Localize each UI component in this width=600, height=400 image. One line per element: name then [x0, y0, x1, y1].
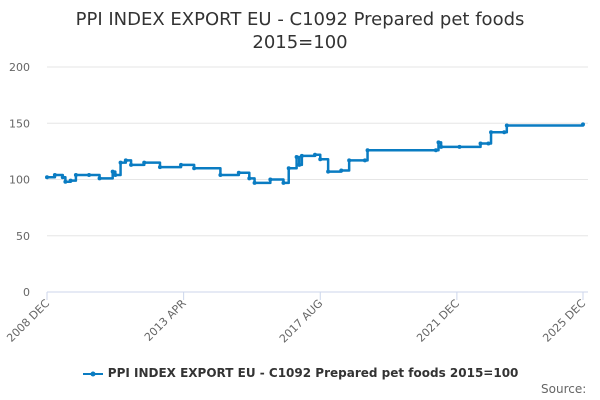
data-point: [142, 160, 147, 165]
data-point: [281, 180, 286, 185]
data-point: [268, 177, 273, 182]
chart-subtitle: 2015=100: [252, 32, 348, 53]
data-point: [433, 148, 438, 153]
chart-title-main: PPI INDEX EXPORT EU - C1092 Prepared pet…: [75, 9, 525, 30]
data-point: [252, 180, 257, 185]
x-tick-label: 2021 DEC: [414, 297, 462, 345]
data-point: [339, 168, 344, 173]
chart-title: PPI INDEX EXPORT EU - C1092 Prepared pet…: [0, 8, 600, 54]
x-tick-label: 2017 AUG: [277, 297, 326, 346]
y-tick-label: 100: [9, 174, 30, 187]
y-tick-label: 150: [9, 117, 30, 130]
data-point: [118, 160, 123, 165]
data-point: [299, 153, 304, 158]
legend-marker-icon: [82, 371, 103, 376]
data-point: [294, 155, 299, 159]
y-tick-label: 200: [9, 61, 30, 74]
data-point: [457, 144, 462, 149]
data-point: [504, 123, 509, 128]
data-point: [129, 162, 134, 167]
data-point: [192, 166, 197, 171]
data-point: [326, 169, 331, 174]
data-point: [63, 179, 68, 184]
data-point: [297, 162, 302, 167]
data-point: [123, 158, 128, 163]
data-point: [581, 122, 585, 127]
data-point: [52, 173, 57, 177]
data-point: [247, 176, 252, 181]
x-tick-label: 2008 DEC: [4, 297, 52, 345]
legend-label: PPI INDEX EXPORT EU - C1092 Prepared pet…: [107, 366, 519, 380]
legend[interactable]: PPI INDEX EXPORT EU - C1092 Prepared pet…: [0, 366, 600, 380]
data-point: [157, 165, 162, 170]
y-tick-label: 50: [16, 230, 30, 243]
data-point: [286, 166, 291, 171]
data-point: [68, 178, 73, 183]
data-point: [87, 173, 92, 177]
source-label: Source:: [541, 382, 587, 396]
data-point: [362, 158, 367, 163]
data-point: [113, 173, 118, 177]
data-point: [73, 173, 78, 177]
data-point: [436, 140, 441, 145]
data-point: [218, 173, 223, 177]
data-point: [110, 169, 115, 174]
data-point: [45, 175, 49, 180]
y-tick-label: 0: [23, 286, 30, 299]
data-point: [489, 130, 494, 135]
data-point: [347, 158, 352, 163]
series-line: [47, 124, 585, 185]
data-point: [313, 152, 317, 157]
data-point: [478, 141, 483, 146]
data-point: [60, 175, 65, 180]
data-point: [502, 130, 507, 135]
x-tick-label: 2013 APR: [142, 297, 189, 344]
data-point: [439, 144, 444, 149]
data-point: [486, 141, 491, 146]
data-point: [365, 148, 370, 153]
data-point: [179, 162, 183, 167]
x-tick-label: 2025 DEC: [540, 297, 588, 345]
data-point: [97, 176, 102, 181]
data-point: [236, 170, 241, 175]
data-point: [318, 157, 323, 162]
